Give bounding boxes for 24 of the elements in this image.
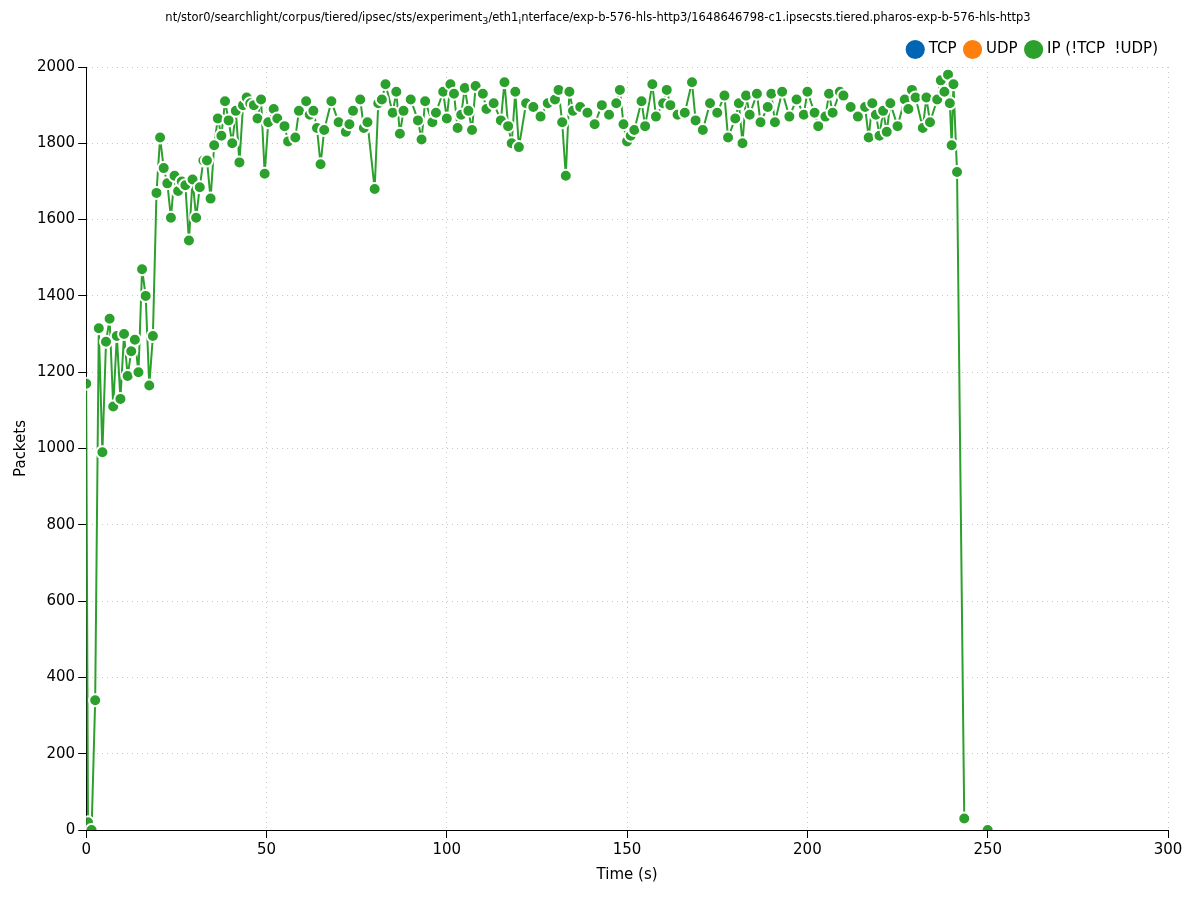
y-tick-label: 600 [46, 591, 76, 610]
y-tick-label: 1400 [36, 286, 76, 305]
y-tick-label: 1000 [36, 438, 76, 457]
y-tick-label: 800 [46, 514, 76, 533]
x-tick-label: 250 [973, 840, 1003, 859]
x-tick-label: 300 [1153, 840, 1183, 859]
legend-label: UDP [986, 39, 1018, 58]
x-axis-title: Time (s) [595, 865, 658, 884]
y-axis-title: Packets [10, 420, 29, 478]
x-tick-label: 50 [256, 840, 277, 859]
legend-label: TCP [927, 39, 957, 58]
x-tick-label: 200 [793, 840, 822, 859]
y-tick-label: 2000 [36, 57, 76, 76]
y-tick-label: 1200 [36, 362, 76, 381]
y-tick-label: 1600 [36, 209, 76, 228]
x-tick-label: 100 [432, 840, 462, 859]
x-tick-label: 0 [81, 840, 91, 859]
x-tick-label: 150 [612, 840, 642, 859]
y-tick-label: 1800 [36, 133, 76, 152]
chart-title: nt/stor0/searchlight/corpus/tiered/ipsec/sts/experiment$_{3}$/eth1$_{i}$nterface/exp-b-576-hls-http3/1648646798-c1.ipsecsts.tiered.pharos-exp-b-576-hls-http3 [164, 9, 1032, 29]
y-tick-label: 0 [65, 820, 76, 839]
y-tick-label: 400 [46, 667, 76, 686]
legend-label: IP (!TCP !UDP) [1047, 39, 1159, 58]
y-tick-label: 200 [46, 743, 76, 762]
